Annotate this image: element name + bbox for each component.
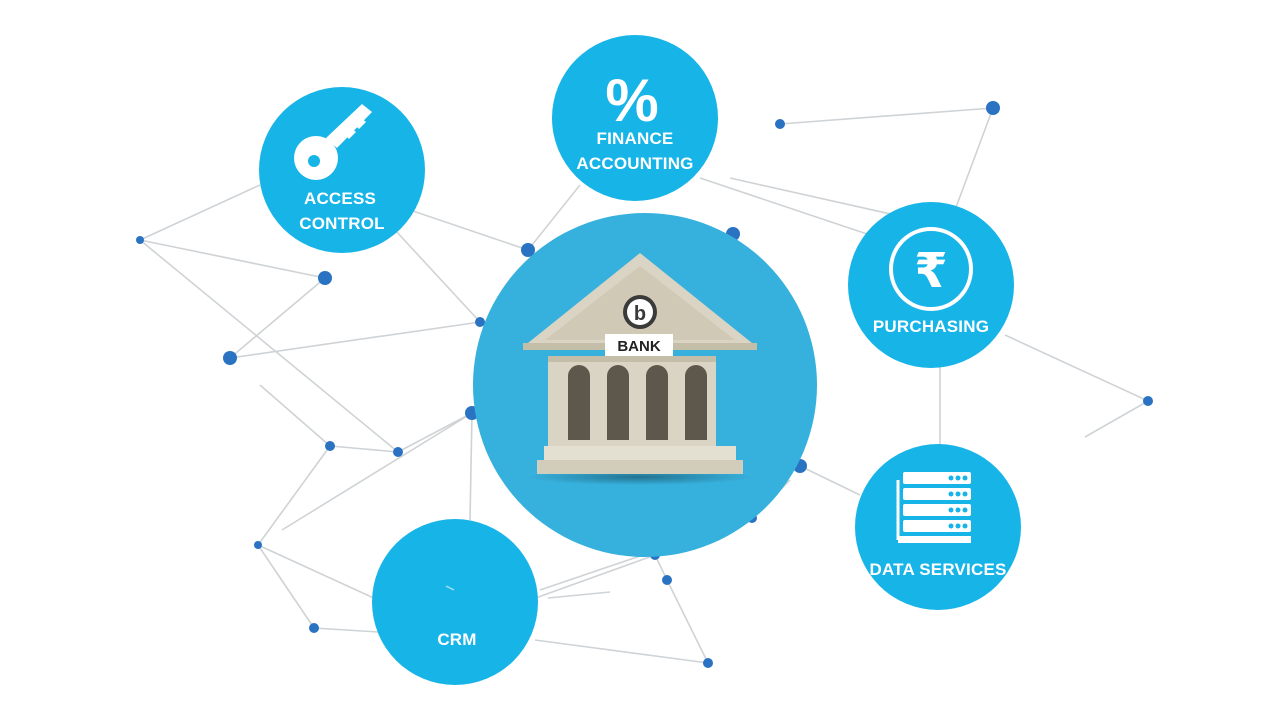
percent-icon: % — [605, 67, 658, 134]
center-node-bank[interactable]: b BANK — [473, 213, 817, 557]
key-icon — [294, 104, 372, 180]
bank-label: BANK — [617, 338, 660, 355]
server-rack-icon — [896, 472, 971, 543]
crm-icon — [445, 585, 455, 591]
purchasing-label: PURCHASING — [873, 317, 989, 336]
bank-logo-letter: b — [634, 303, 646, 325]
rupee-icon: ₹ — [889, 227, 973, 311]
access-control-label-line1: ACCESS — [304, 189, 376, 208]
finance-accounting-label-line1: FINANCE — [597, 129, 674, 148]
bank-building-icon: b BANK — [523, 253, 757, 485]
rupee-symbol: ₹ — [914, 243, 947, 299]
network-lines — [139, 107, 1149, 664]
access-control-label-line2: CONTROL — [299, 214, 384, 233]
data-services-label: DATA SERVICES — [869, 560, 1006, 579]
node-access-control[interactable]: ACCESS CONTROL — [259, 87, 425, 253]
node-crm[interactable]: CRM — [372, 519, 538, 685]
finance-accounting-label-line2: ACCOUNTING — [576, 154, 693, 173]
node-circle — [552, 35, 718, 201]
node-data-services[interactable]: DATA SERVICES — [855, 444, 1021, 610]
node-purchasing[interactable]: ₹ PURCHASING — [848, 202, 1014, 368]
node-circle — [259, 87, 425, 253]
node-finance-accounting[interactable]: % FINANCE ACCOUNTING — [552, 35, 718, 201]
crm-label: CRM — [437, 630, 476, 649]
node-circle — [848, 202, 1014, 368]
node-circle — [372, 519, 538, 685]
